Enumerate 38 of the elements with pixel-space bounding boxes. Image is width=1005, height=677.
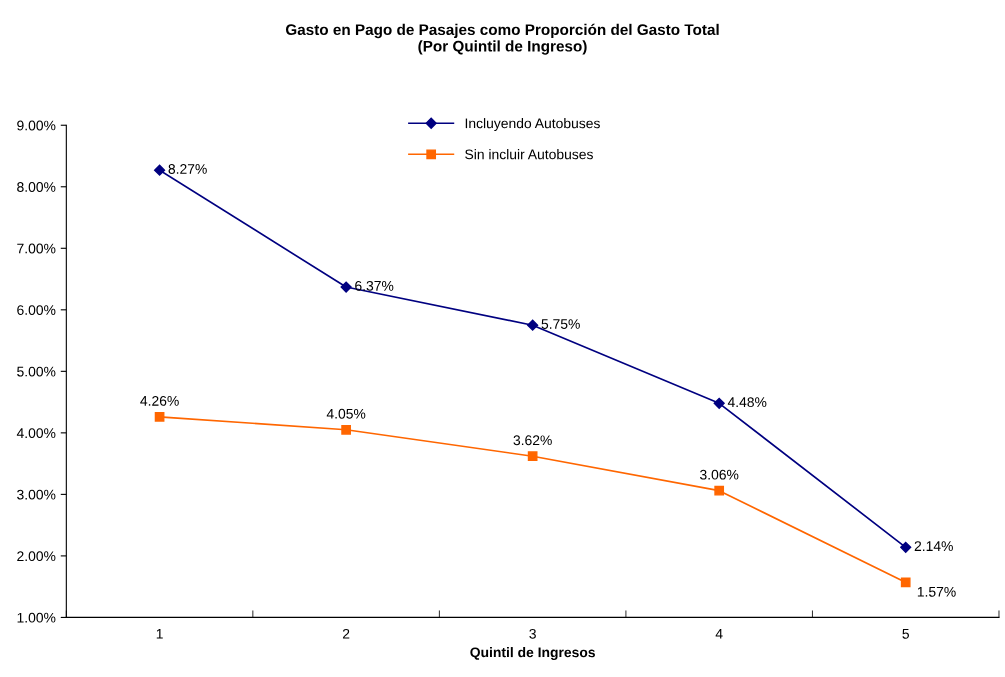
data-label: 4.26% bbox=[140, 395, 179, 406]
point bbox=[341, 424, 351, 435]
point bbox=[527, 451, 538, 462]
y-tick-label: 5.00% bbox=[17, 366, 56, 377]
point bbox=[154, 411, 165, 422]
data-label: 6.37% bbox=[355, 280, 394, 291]
y-tick-label: 7.00% bbox=[17, 243, 56, 254]
data-label: 4.05% bbox=[326, 408, 366, 419]
point bbox=[714, 485, 725, 496]
point bbox=[900, 541, 912, 553]
y-tick-label: 2.00% bbox=[17, 551, 56, 562]
data-label: 3.06% bbox=[700, 469, 739, 480]
x-tick-label: 4 bbox=[715, 629, 723, 639]
chart-title: Gasto en Pago de Pasajes como Proporción del Gasto Total (Por Quintil de Ingreso) bbox=[285, 23, 719, 55]
y-tick-label: 6.00% bbox=[17, 305, 56, 315]
y-tick-label: 3.00% bbox=[17, 489, 56, 500]
data-label: 2.14% bbox=[914, 541, 953, 551]
y-tick-label: 8.00% bbox=[17, 182, 56, 192]
data-label: 3.62% bbox=[513, 435, 552, 446]
data-label: 1.57% bbox=[917, 586, 956, 597]
y-tick-label: 9.00% bbox=[17, 120, 56, 131]
point bbox=[713, 397, 725, 409]
legend-label: Incluyendo Autobuses bbox=[465, 118, 600, 131]
x-axis-title: Quintil de Ingresos bbox=[470, 647, 595, 661]
y-tick-label: 4.00% bbox=[16, 428, 56, 439]
y-tick-label: 1.00% bbox=[17, 612, 56, 623]
point bbox=[153, 164, 166, 176]
legend-label: Sin incluir Autobuses bbox=[465, 149, 593, 160]
x-tick-label: 5 bbox=[902, 629, 909, 639]
x-tick-label: 3 bbox=[529, 628, 536, 639]
x-tick-label: 2 bbox=[342, 628, 350, 639]
x-tick-label: 1 bbox=[156, 629, 163, 639]
data-label: 8.27% bbox=[168, 164, 207, 174]
point bbox=[900, 577, 911, 588]
data-label: 5.75% bbox=[541, 319, 580, 329]
point bbox=[527, 319, 539, 331]
data-label: 4.48% bbox=[727, 397, 767, 408]
point bbox=[340, 281, 352, 293]
